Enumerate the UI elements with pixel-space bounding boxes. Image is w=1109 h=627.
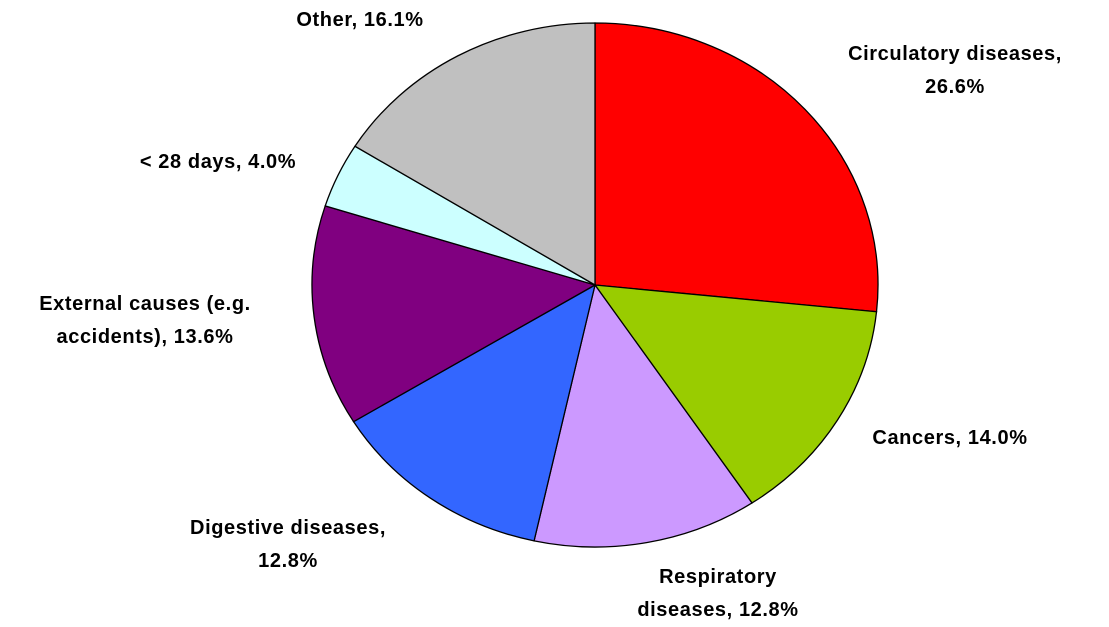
slice-label: < 28 days, 4.0% <box>139 151 297 173</box>
slice-label: Digestive diseases, 12.8% <box>190 517 386 572</box>
pie-slice <box>593 284 878 504</box>
pie-slice <box>352 283 596 542</box>
pie-slice <box>311 205 597 423</box>
slice-label: Other, 16.1% <box>296 9 424 31</box>
pie-slice <box>354 22 596 287</box>
slice-label: Circulatory diseases, 26.6% <box>848 43 1062 98</box>
slice-label: Respiratory diseases, 12.8% <box>637 566 799 621</box>
pie-slice <box>533 283 753 548</box>
slice-label: External causes (e.g. accidents), 13.6% <box>39 293 251 348</box>
slice-label: Cancers, 14.0% <box>872 427 1028 449</box>
pie-slice <box>594 22 879 313</box>
